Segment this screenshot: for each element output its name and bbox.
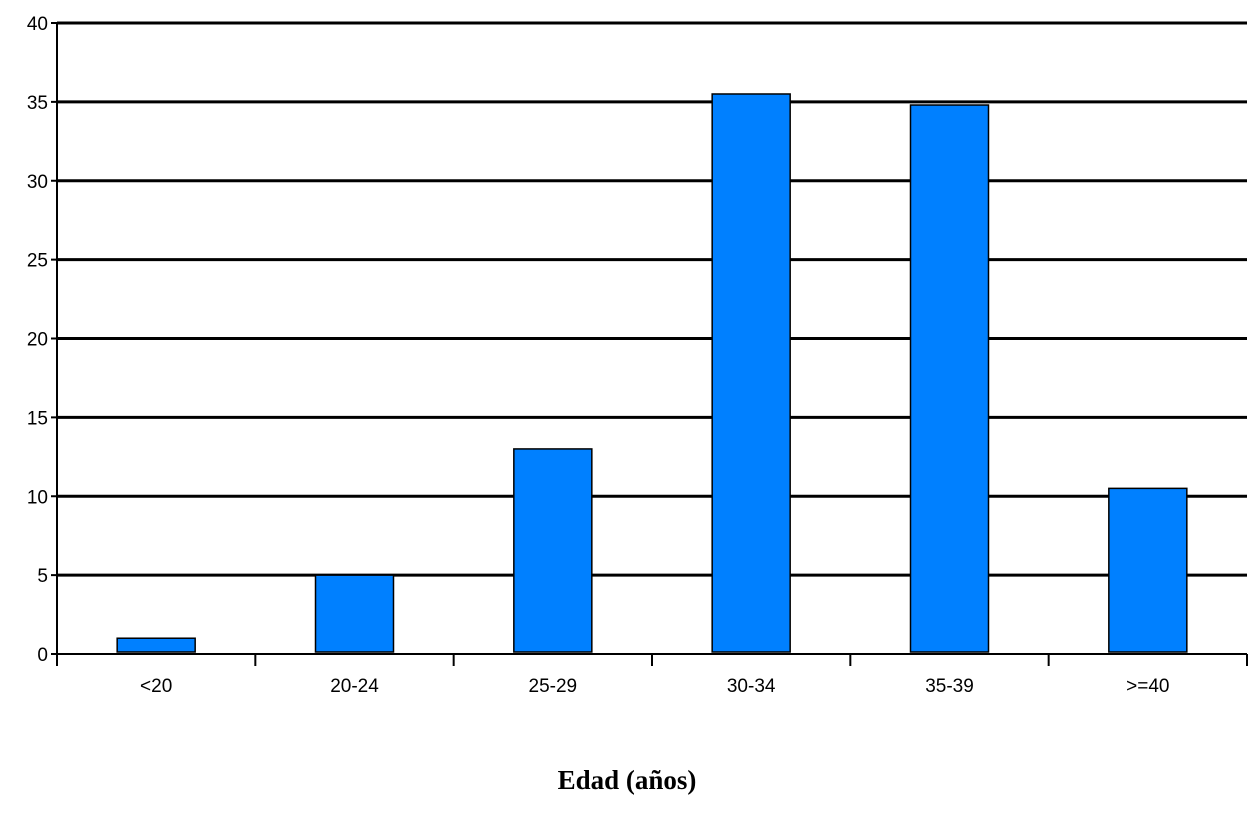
x-axis-label: Edad (años) [558, 765, 697, 795]
x-tick-label: 20-24 [330, 676, 379, 697]
y-tick-label: 5 [37, 566, 48, 587]
x-tick-label: <20 [140, 676, 172, 697]
bar [711, 93, 791, 653]
axes [56, 23, 1247, 666]
y-tick-label: 0 [37, 645, 48, 666]
x-tick-label: >=40 [1126, 676, 1169, 697]
y-tick-label: 10 [27, 487, 48, 508]
gridlines [57, 21, 1247, 577]
y-tick-label: 40 [27, 14, 48, 35]
bar [116, 637, 196, 653]
y-axis-ticks: 0 5 10 15 20 25 30 35 40 [27, 14, 57, 666]
bar [513, 448, 593, 653]
y-tick-label: 35 [27, 93, 48, 114]
y-tick-label: 25 [27, 251, 48, 272]
bar [314, 574, 395, 653]
x-tick-label: 25-29 [529, 676, 578, 697]
y-tick-label: 20 [27, 330, 48, 351]
y-tick-label: 15 [27, 408, 48, 429]
x-axis-ticks: <20 20-24 25-29 30-34 35-39 >=40 [56, 654, 1248, 697]
bars [116, 93, 1188, 653]
bar [909, 104, 990, 653]
y-tick-label: 30 [27, 172, 48, 193]
x-tick-label: 30-34 [727, 676, 776, 697]
x-tick-label: 35-39 [925, 676, 974, 697]
bar [1108, 487, 1188, 653]
